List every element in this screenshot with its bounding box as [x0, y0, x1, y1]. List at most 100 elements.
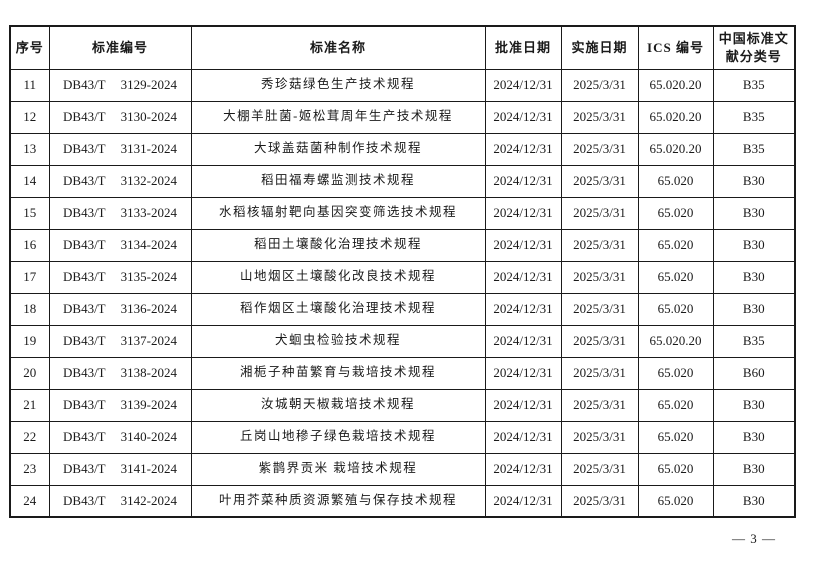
cell-implementation-date: 2025/3/31: [560, 68, 639, 102]
cell-standard-code: DB43/T 3134-2024: [48, 228, 192, 262]
cell-standard-name: 犬蛔虫检验技术规程: [190, 324, 486, 358]
table-row: 23 DB43/T 3141-2024 紫鹊界贡米 栽培技术规程 2024/12…: [9, 452, 796, 486]
cell-ics-number: 65.020.20: [637, 324, 714, 358]
cell-implementation-date: 2025/3/31: [560, 100, 639, 134]
cell-standard-name: 叶用芥菜种质资源繁殖与保存技术规程: [190, 484, 486, 518]
cell-serial-number: 16: [9, 228, 50, 262]
cell-ics-number: 65.020.20: [637, 100, 714, 134]
cell-implementation-date: 2025/3/31: [560, 484, 639, 518]
cell-approval-date: 2024/12/31: [484, 420, 562, 454]
cell-classification: B30: [712, 420, 796, 454]
cell-approval-date: 2024/12/31: [484, 164, 562, 198]
cell-implementation-date: 2025/3/31: [560, 324, 639, 358]
page-number: — 3 —: [732, 531, 776, 546]
cell-approval-date: 2024/12/31: [484, 100, 562, 134]
cell-standard-name: 水稻核辐射靶向基因突变筛选技术规程: [190, 196, 486, 230]
cell-standard-name: 紫鹊界贡米 栽培技术规程: [190, 452, 486, 486]
cell-classification: B30: [712, 292, 796, 326]
cell-implementation-date: 2025/3/31: [560, 132, 639, 166]
cell-classification: B30: [712, 260, 796, 294]
cell-implementation-date: 2025/3/31: [560, 196, 639, 230]
cell-ics-number: 65.020.20: [637, 68, 714, 102]
cell-implementation-date: 2025/3/31: [560, 388, 639, 422]
cell-standard-name: 稻田土壤酸化治理技术规程: [190, 228, 486, 262]
cell-classification: B30: [712, 388, 796, 422]
cell-standard-code: DB43/T 3140-2024: [48, 420, 192, 454]
col-header-approval-date: 批准日期: [484, 25, 562, 70]
cell-ics-number: 65.020: [637, 484, 714, 518]
cell-standard-name: 稻作烟区土壤酸化治理技术规程: [190, 292, 486, 326]
col-header-standard-name: 标准名称: [190, 25, 486, 70]
cell-ics-number: 65.020: [637, 260, 714, 294]
cell-implementation-date: 2025/3/31: [560, 228, 639, 262]
table-row: 21 DB43/T 3139-2024 汝城朝天椒栽培技术规程 2024/12/…: [9, 388, 796, 422]
cell-standard-name: 汝城朝天椒栽培技术规程: [190, 388, 486, 422]
cell-implementation-date: 2025/3/31: [560, 420, 639, 454]
cell-approval-date: 2024/12/31: [484, 324, 562, 358]
cell-implementation-date: 2025/3/31: [560, 356, 639, 390]
col-header-serial-number: 序号: [9, 25, 50, 70]
cell-ics-number: 65.020: [637, 420, 714, 454]
cell-implementation-date: 2025/3/31: [560, 452, 639, 486]
cell-serial-number: 19: [9, 324, 50, 358]
table-row: 22 DB43/T 3140-2024 丘岗山地穇子绿色栽培技术规程 2024/…: [9, 420, 796, 454]
cell-serial-number: 11: [9, 68, 50, 102]
cell-standard-code: DB43/T 3130-2024: [48, 100, 192, 134]
table-row: 16 DB43/T 3134-2024 稻田土壤酸化治理技术规程 2024/12…: [9, 228, 796, 262]
cell-approval-date: 2024/12/31: [484, 292, 562, 326]
cell-standard-code: DB43/T 3129-2024: [48, 68, 192, 102]
cell-standard-code: DB43/T 3141-2024: [48, 452, 192, 486]
cell-approval-date: 2024/12/31: [484, 452, 562, 486]
cell-ics-number: 65.020: [637, 452, 714, 486]
cell-classification: B30: [712, 196, 796, 230]
table-row: 13 DB43/T 3131-2024 大球盖菇菌种制作技术规程 2024/12…: [9, 132, 796, 166]
cell-standard-code: DB43/T 3132-2024: [48, 164, 192, 198]
col-header-implementation-date: 实施日期: [560, 25, 639, 70]
cell-classification: B35: [712, 324, 796, 358]
cell-standard-name: 湘栀子种苗繁育与栽培技术规程: [190, 356, 486, 390]
cell-standard-code: DB43/T 3142-2024: [48, 484, 192, 518]
cell-approval-date: 2024/12/31: [484, 388, 562, 422]
cell-classification: B35: [712, 100, 796, 134]
cell-serial-number: 14: [9, 164, 50, 198]
table-row: 12 DB43/T 3130-2024 大棚羊肚菌-姬松茸周年生产技术规程 20…: [9, 100, 796, 134]
cell-classification: B60: [712, 356, 796, 390]
cell-approval-date: 2024/12/31: [484, 68, 562, 102]
cell-ics-number: 65.020: [637, 356, 714, 390]
cell-ics-number: 65.020: [637, 164, 714, 198]
cell-serial-number: 20: [9, 356, 50, 390]
cell-approval-date: 2024/12/31: [484, 260, 562, 294]
cell-classification: B30: [712, 228, 796, 262]
cell-classification: B35: [712, 68, 796, 102]
cell-approval-date: 2024/12/31: [484, 228, 562, 262]
cell-serial-number: 12: [9, 100, 50, 134]
col-header-ics-number: ICS 编号: [637, 25, 714, 70]
cell-standard-name: 稻田福寿螺监测技术规程: [190, 164, 486, 198]
cell-approval-date: 2024/12/31: [484, 484, 562, 518]
col-header-classification: 中国标准文献分类号: [712, 25, 796, 70]
cell-ics-number: 65.020: [637, 196, 714, 230]
cell-classification: B35: [712, 132, 796, 166]
cell-serial-number: 21: [9, 388, 50, 422]
col-header-classification-label: 中国标准文献分类号: [718, 31, 789, 64]
table-row: 14 DB43/T 3132-2024 稻田福寿螺监测技术规程 2024/12/…: [9, 164, 796, 198]
table-row: 19 DB43/T 3137-2024 犬蛔虫检验技术规程 2024/12/31…: [9, 324, 796, 358]
cell-ics-number: 65.020: [637, 228, 714, 262]
cell-standard-name: 山地烟区土壤酸化改良技术规程: [190, 260, 486, 294]
cell-approval-date: 2024/12/31: [484, 356, 562, 390]
cell-standard-code: DB43/T 3137-2024: [48, 324, 192, 358]
cell-standard-code: DB43/T 3138-2024: [48, 356, 192, 390]
cell-standard-code: DB43/T 3136-2024: [48, 292, 192, 326]
cell-standard-name: 丘岗山地穇子绿色栽培技术规程: [190, 420, 486, 454]
standards-table: 序号 标准编号 标准名称 批准日期 实施日期 ICS 编号 中国标准文献分类号 …: [9, 25, 796, 518]
table-row: 24 DB43/T 3142-2024 叶用芥菜种质资源繁殖与保存技术规程 20…: [9, 484, 796, 518]
table-row: 17 DB43/T 3135-2024 山地烟区土壤酸化改良技术规程 2024/…: [9, 260, 796, 294]
cell-implementation-date: 2025/3/31: [560, 260, 639, 294]
cell-classification: B30: [712, 164, 796, 198]
cell-implementation-date: 2025/3/31: [560, 164, 639, 198]
table-body: 11 DB43/T 3129-2024 秀珍菇绿色生产技术规程 2024/12/…: [9, 68, 796, 518]
table-row: 20 DB43/T 3138-2024 湘栀子种苗繁育与栽培技术规程 2024/…: [9, 356, 796, 390]
cell-ics-number: 65.020.20: [637, 132, 714, 166]
cell-serial-number: 17: [9, 260, 50, 294]
